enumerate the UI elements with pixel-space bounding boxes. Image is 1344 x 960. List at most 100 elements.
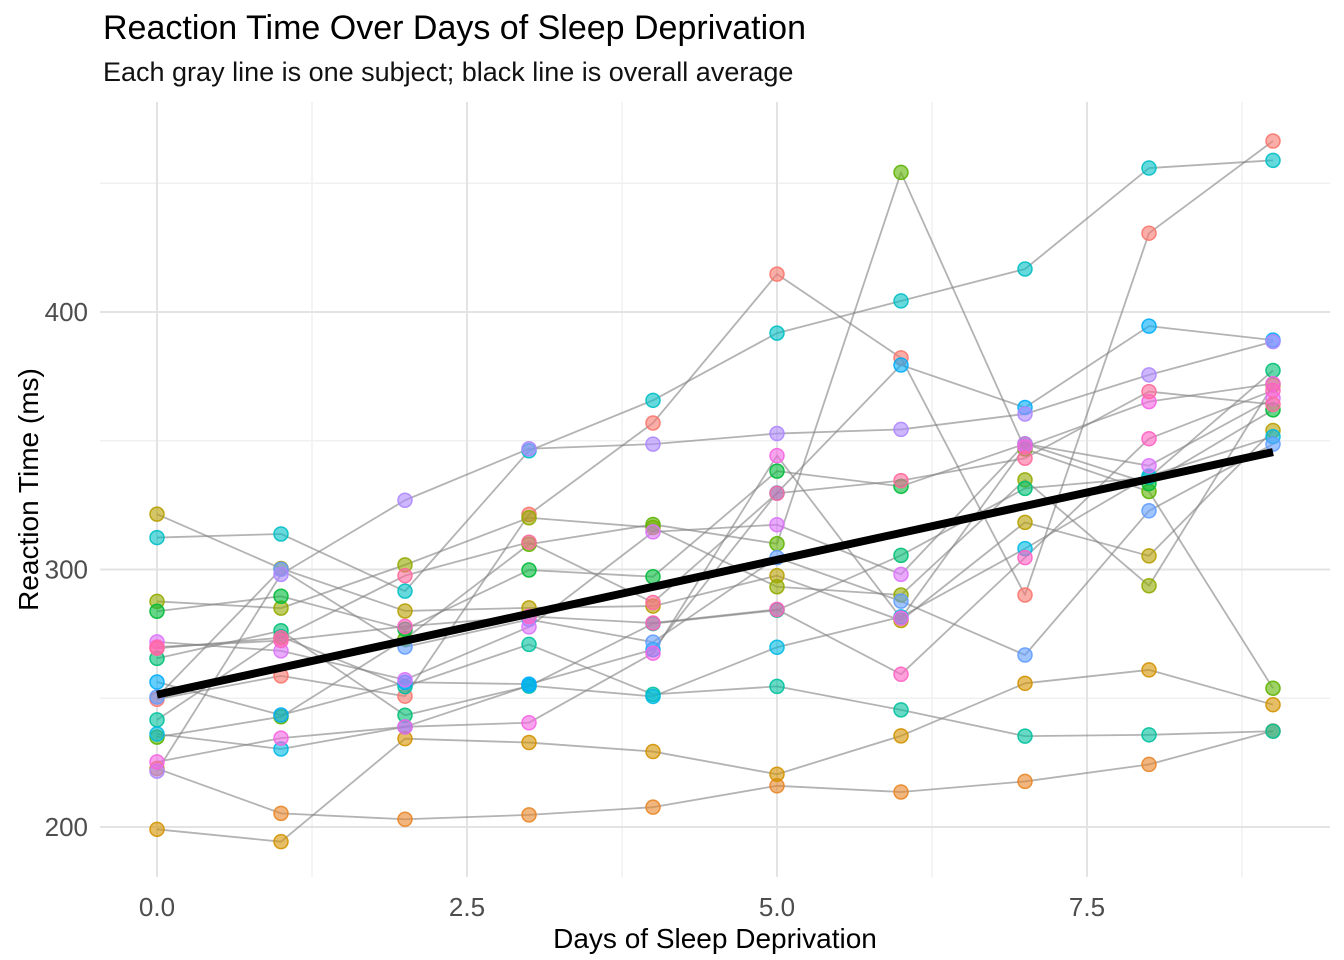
data-point-subject-352-day-4 (645, 436, 661, 452)
data-point-subject-372-day-1 (273, 629, 289, 646)
subject-line-330 (156, 429, 1274, 622)
data-point-subject-308-day-7 (1017, 587, 1033, 603)
data-point-subject-371-day-8 (1141, 430, 1157, 447)
data-point-subject-349-day-0 (149, 726, 165, 742)
data-point-subject-371-day-4 (645, 615, 661, 631)
data-point-subject-331-day-8 (1141, 577, 1157, 594)
data-point-subject-370-day-1 (273, 730, 289, 746)
data-point-subject-337-day-4 (645, 392, 661, 409)
subject-line-351 (156, 443, 1274, 698)
data-point-subject-310-day-9 (1265, 696, 1281, 713)
data-point-subject-335-day-5 (769, 678, 785, 695)
y-axis-title: Reaction Time (ms) (13, 368, 44, 611)
data-point-subject-309-day-3 (521, 807, 537, 823)
data-point-subject-309-day-1 (273, 805, 289, 822)
data-point-subject-334-day-6 (893, 547, 909, 564)
x-tick-label: 2.5 (449, 892, 485, 922)
subject-line-352 (156, 340, 1274, 772)
data-point-subject-370-day-3 (521, 714, 537, 731)
data-point-subject-369-day-4 (645, 524, 661, 540)
data-point-subject-372-day-7 (1017, 450, 1033, 467)
data-point-subject-309-day-6 (893, 784, 909, 800)
data-point-subject-352-day-9 (1265, 333, 1281, 350)
plot-title: Reaction Time Over Days of Sleep Depriva… (103, 9, 806, 47)
data-point-subject-308-day-4 (645, 415, 661, 431)
data-point-subject-350-day-1 (273, 707, 289, 723)
data-point-subject-337-day-7 (1017, 261, 1033, 277)
data-point-subject-310-day-5 (769, 766, 785, 782)
data-point-subject-350-day-8 (1141, 318, 1157, 334)
data-point-subject-331-day-3 (521, 509, 537, 526)
data-point-subject-332-day-9 (1265, 680, 1281, 696)
subject-line-310 (156, 669, 1274, 843)
data-point-subject-337-day-9 (1265, 152, 1281, 169)
data-point-subject-352-day-5 (769, 425, 785, 442)
data-point-subject-352-day-7 (1017, 406, 1033, 422)
x-tick-label: 0.0 (139, 892, 175, 922)
data-point-subject-352-day-6 (893, 421, 909, 438)
data-point-subject-308-day-5 (769, 266, 785, 282)
data-point-subject-337-day-2 (397, 583, 413, 599)
data-point-subject-372-day-8 (1141, 383, 1157, 400)
data-point-subject-370-day-2 (397, 719, 413, 735)
data-point-subject-335-day-3 (521, 636, 537, 653)
subject-line-349 (156, 435, 1274, 750)
data-point-subject-351-day-6 (893, 593, 909, 609)
data-point-subject-351-day-7 (1017, 647, 1033, 663)
data-point-subject-330-day-2 (397, 603, 413, 619)
data-point-subject-372-day-6 (893, 472, 909, 489)
plot-subtitle: Each gray line is one subject; black lin… (103, 57, 794, 87)
average-trend-line (156, 448, 1274, 699)
data-point-subject-350-day-6 (893, 357, 909, 373)
data-point-subject-372-day-5 (769, 485, 785, 502)
data-point-subject-333-day-3 (521, 562, 537, 578)
data-point-subject-371-day-7 (1017, 549, 1033, 566)
data-point-subject-333-day-1 (273, 588, 289, 605)
data-point-subject-330-day-8 (1141, 548, 1157, 564)
data-point-subject-310-day-1 (273, 833, 289, 850)
subject-line-333 (156, 409, 1274, 631)
data-point-subject-352-day-3 (521, 440, 537, 457)
data-point-subject-372-day-4 (645, 594, 661, 611)
data-point-subject-369-day-5 (769, 516, 785, 533)
subject-line-335 (156, 635, 1274, 738)
data-point-subject-349-day-5 (769, 639, 785, 656)
x-tick-label: 5.0 (759, 892, 795, 922)
data-point-subject-309-day-7 (1017, 773, 1033, 790)
data-point-subject-337-day-6 (893, 293, 909, 309)
data-point-subject-308-day-8 (1141, 225, 1157, 241)
subject-line-334 (156, 369, 1274, 717)
data-point-subject-337-day-8 (1141, 160, 1157, 176)
data-point-subject-370-day-6 (893, 610, 909, 626)
data-point-subject-372-day-0 (149, 640, 165, 657)
data-point-subject-369-day-6 (893, 566, 909, 583)
data-point-subject-333-day-0 (149, 603, 165, 619)
subject-line-308 (156, 140, 1274, 701)
data-point-subject-309-day-4 (645, 799, 661, 815)
data-point-subject-370-day-4 (645, 645, 661, 661)
data-point-subject-370-day-5 (769, 447, 785, 464)
data-point-subject-371-day-6 (893, 666, 909, 683)
data-point-subject-334-day-7 (1017, 480, 1033, 497)
data-point-subject-332-day-5 (769, 536, 785, 552)
data-point-subject-351-day-8 (1141, 503, 1157, 519)
data-point-subject-370-day-0 (149, 754, 165, 770)
data-point-subject-333-day-4 (645, 568, 661, 585)
data-point-subject-369-day-2 (397, 671, 413, 688)
x-tick-label: 7.5 (1069, 892, 1105, 922)
data-point-subject-335-day-8 (1141, 727, 1157, 743)
data-point-subject-372-day-2 (397, 567, 413, 584)
data-point-subject-372-day-3 (521, 534, 537, 550)
subject-line-337 (156, 159, 1274, 593)
data-point-subject-371-day-2 (397, 618, 413, 635)
data-point-subject-310-day-0 (149, 821, 165, 838)
data-point-subject-332-day-6 (893, 164, 909, 181)
data-point-subject-331-day-5 (769, 579, 785, 595)
data-point-subject-352-day-8 (1141, 367, 1157, 383)
data-point-subject-310-day-8 (1141, 662, 1157, 678)
data-point-subject-308-day-9 (1265, 133, 1281, 149)
data-point-subject-310-day-4 (645, 743, 661, 760)
data-point-subject-333-day-5 (769, 463, 785, 479)
